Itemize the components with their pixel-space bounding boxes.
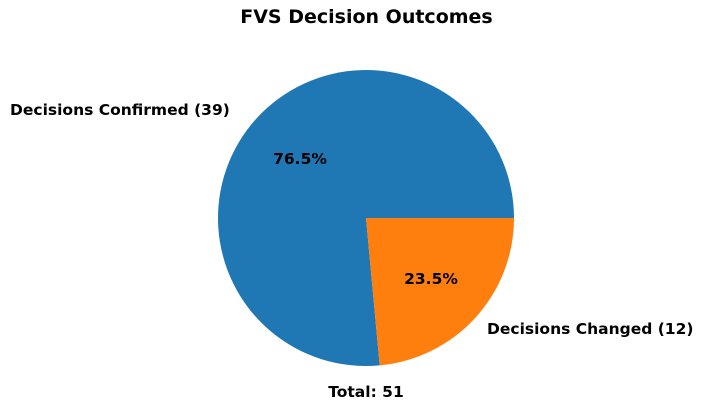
slice-label-decisions-confirmed: Decisions Confirmed (39) — [10, 101, 230, 119]
slice-percentage-confirmed: 76.5% — [273, 150, 327, 168]
pie-slice-decisions-changed — [366, 218, 514, 366]
slice-label-decisions-changed: Decisions Changed (12) — [487, 320, 693, 338]
chart-title: FVS Decision Outcomes — [240, 6, 493, 28]
pie-slice-decisions-confirmed — [218, 70, 514, 367]
total-annotation: Total: 51 — [328, 383, 404, 401]
slice-percentage-changed: 23.5% — [404, 270, 458, 288]
